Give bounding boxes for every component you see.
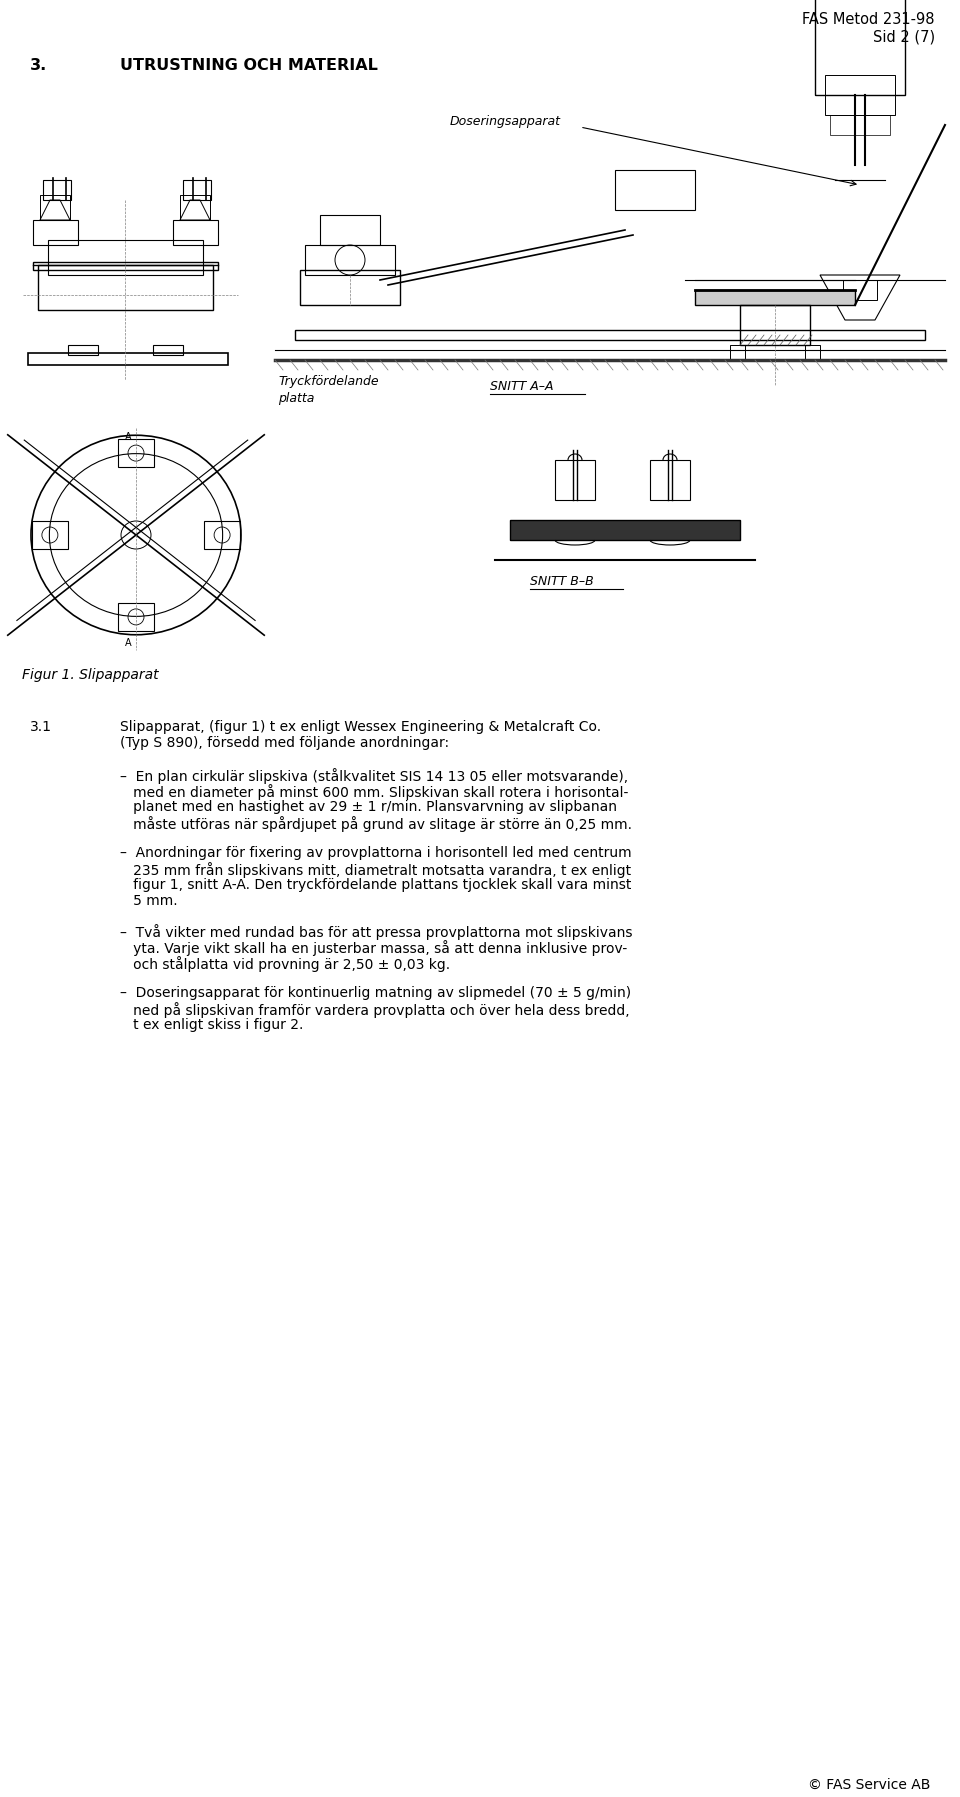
- Bar: [28, 352, 228, 365]
- Text: 235 mm från slipskivans mitt, diametralt motsatta varandra, t ex enligt: 235 mm från slipskivans mitt, diametralt…: [120, 863, 631, 879]
- Bar: [805, 345, 820, 359]
- Bar: [118, 438, 154, 467]
- Text: figur 1, snitt A-A. Den tryckfördelande plattans tjocklek skall vara minst: figur 1, snitt A-A. Den tryckfördelande …: [120, 879, 632, 891]
- Text: Tryckfördelande
platta: Tryckfördelande platta: [278, 376, 378, 404]
- Bar: [153, 345, 183, 356]
- Text: Figur 1. Slipapparat: Figur 1. Slipapparat: [22, 668, 158, 683]
- Text: UTRUSTNING OCH MATERIAL: UTRUSTNING OCH MATERIAL: [120, 58, 378, 74]
- Text: ned på slipskivan framför vardera provplatta och över hela dess bredd,: ned på slipskivan framför vardera provpl…: [120, 1003, 630, 1017]
- Bar: [68, 345, 98, 356]
- Bar: [183, 180, 211, 199]
- Bar: [118, 604, 154, 631]
- Text: Doseringsapparat: Doseringsapparat: [450, 115, 561, 128]
- Bar: [33, 219, 78, 244]
- Bar: [173, 219, 218, 244]
- Text: t ex enligt skiss i figur 2.: t ex enligt skiss i figur 2.: [120, 1017, 303, 1031]
- Text: –  Doseringsapparat för kontinuerlig matning av slipmedel (70 ± 5 g/min): – Doseringsapparat för kontinuerlig matn…: [120, 987, 631, 999]
- Bar: [295, 331, 925, 340]
- Text: med en diameter på minst 600 mm. Slipskivan skall rotera i horisontal-: med en diameter på minst 600 mm. Slipski…: [120, 783, 629, 800]
- Bar: [300, 270, 400, 305]
- Text: SNITT B–B: SNITT B–B: [530, 575, 593, 588]
- Bar: [510, 519, 740, 541]
- Text: Sid 2 (7): Sid 2 (7): [873, 31, 935, 45]
- Bar: [555, 460, 595, 500]
- Bar: [695, 289, 855, 305]
- Text: A: A: [125, 431, 132, 442]
- Text: A: A: [125, 638, 132, 649]
- Bar: [740, 305, 810, 345]
- Text: (Typ S 890), försedd med följande anordningar:: (Typ S 890), försedd med följande anordn…: [120, 737, 449, 749]
- Bar: [825, 75, 895, 115]
- Text: och stålplatta vid provning är 2,50 ± 0,03 kg.: och stålplatta vid provning är 2,50 ± 0,…: [120, 956, 450, 972]
- Text: måste utföras när spårdjupet på grund av slitage är större än 0,25 mm.: måste utföras när spårdjupet på grund av…: [120, 816, 632, 832]
- Bar: [615, 171, 695, 210]
- Bar: [180, 196, 210, 219]
- Text: 3.1: 3.1: [30, 721, 52, 733]
- Bar: [48, 241, 203, 275]
- Text: planet med en hastighet av 29 ± 1 r/min. Plansvarvning av slipbanan: planet med en hastighet av 29 ± 1 r/min.…: [120, 800, 617, 814]
- Text: –  Två vikter med rundad bas för att pressa provplattorna mot slipskivans: – Två vikter med rundad bas för att pres…: [120, 924, 633, 940]
- Bar: [510, 519, 740, 541]
- Bar: [33, 262, 218, 270]
- Bar: [843, 280, 877, 300]
- Bar: [43, 180, 71, 199]
- Bar: [815, 0, 905, 95]
- Text: –  Anordningar för fixering av provplattorna i horisontell led med centrum: – Anordningar för fixering av provplatto…: [120, 846, 632, 861]
- Text: Slipapparat, (figur 1) t ex enligt Wessex Engineering & Metalcraft Co.: Slipapparat, (figur 1) t ex enligt Wesse…: [120, 721, 601, 733]
- Text: –  En plan cirkulär slipskiva (stålkvalitet SIS 14 13 05 eller motsvarande),: – En plan cirkulär slipskiva (stålkvalit…: [120, 767, 628, 783]
- Bar: [830, 115, 890, 135]
- Text: 5 mm.: 5 mm.: [120, 893, 178, 907]
- Bar: [695, 216, 855, 334]
- Bar: [305, 244, 395, 275]
- Text: 3.: 3.: [30, 58, 47, 74]
- Text: yta. Varje vikt skall ha en justerbar massa, så att denna inklusive prov-: yta. Varje vikt skall ha en justerbar ma…: [120, 940, 627, 956]
- Text: FAS Metod 231-98: FAS Metod 231-98: [803, 13, 935, 27]
- Bar: [320, 216, 380, 244]
- Bar: [204, 521, 240, 550]
- Text: © FAS Service AB: © FAS Service AB: [807, 1777, 930, 1792]
- Bar: [38, 264, 213, 311]
- Bar: [730, 345, 745, 359]
- Bar: [40, 196, 70, 219]
- Bar: [32, 521, 68, 550]
- Text: SNITT A–A: SNITT A–A: [490, 379, 554, 394]
- Bar: [650, 460, 690, 500]
